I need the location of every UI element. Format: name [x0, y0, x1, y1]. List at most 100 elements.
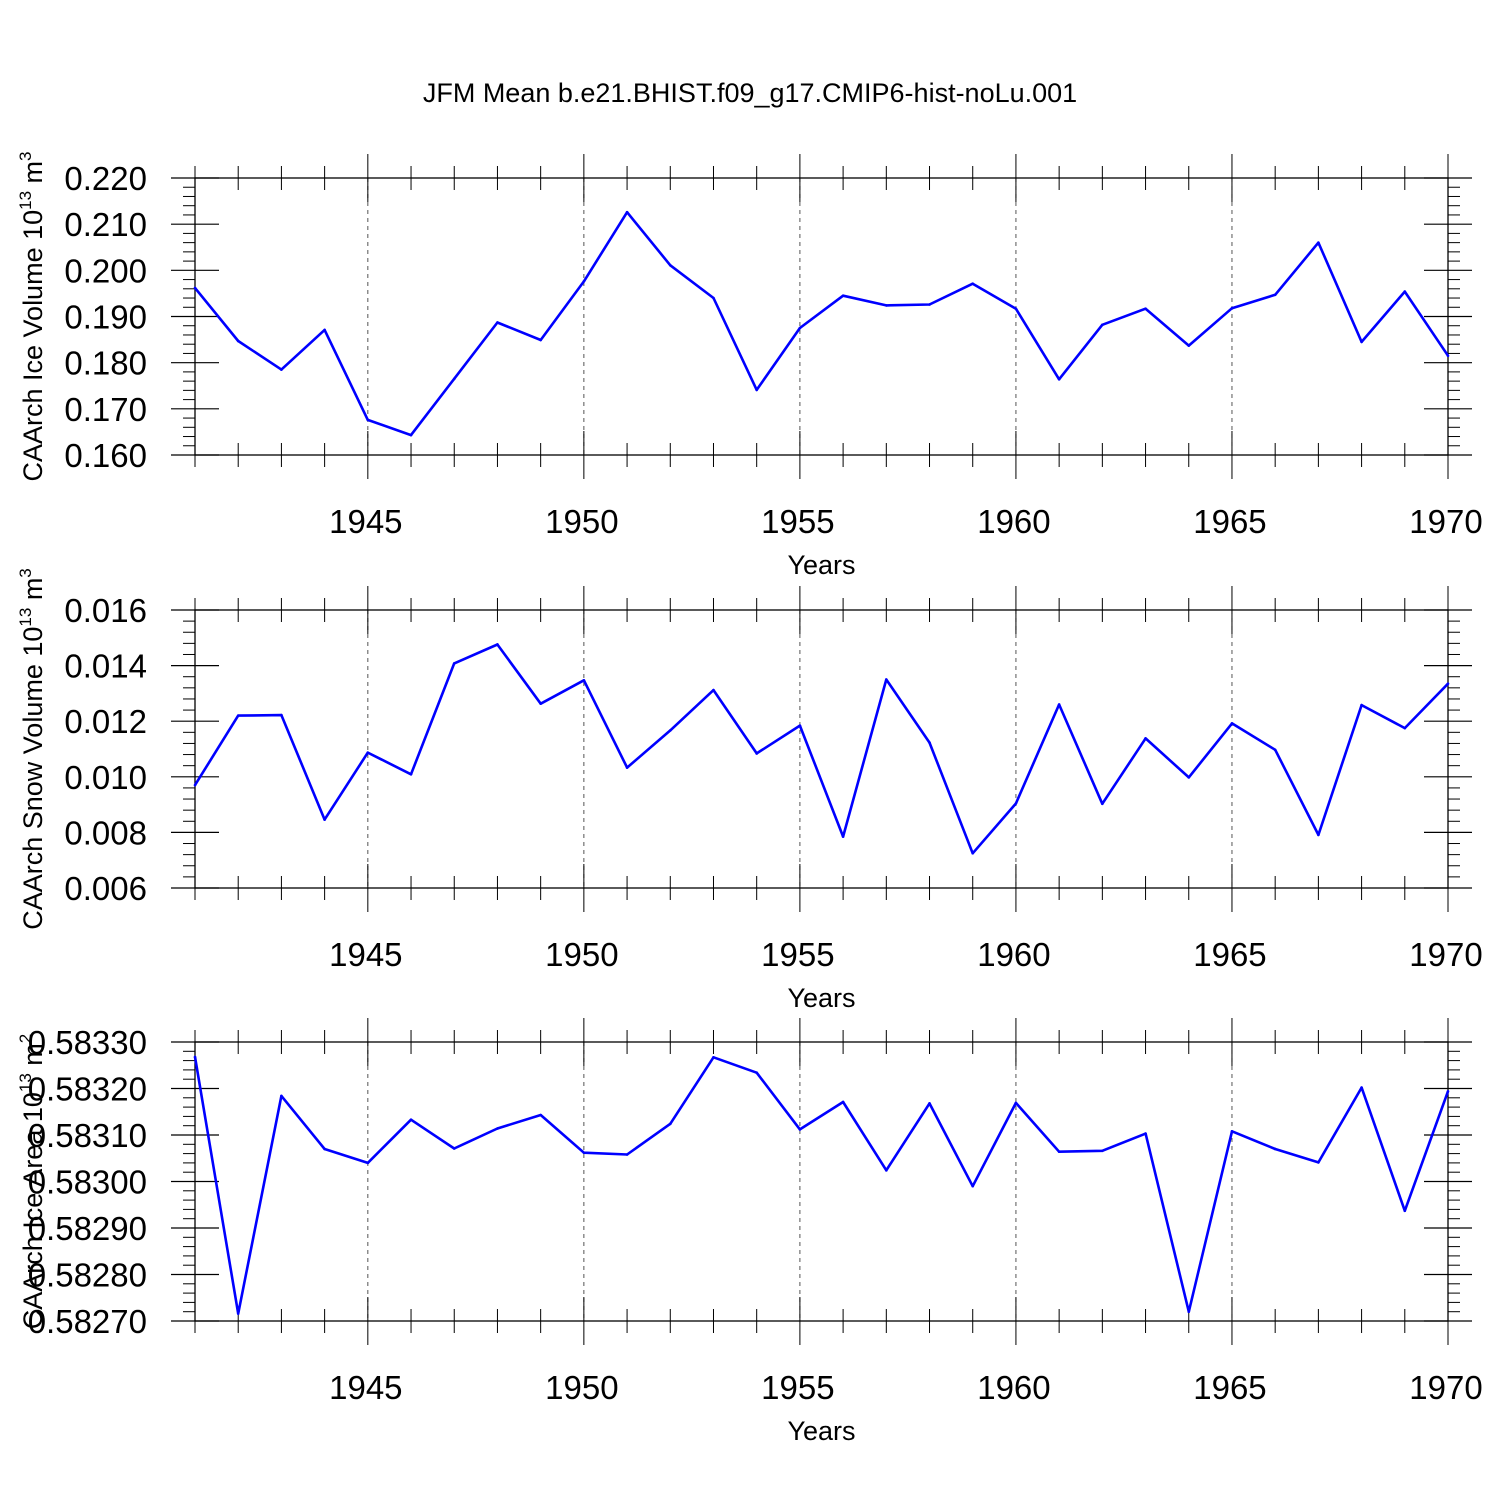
data-point: [755, 388, 758, 392]
data-point: [885, 304, 888, 307]
data-point: [193, 286, 197, 290]
y-title-unit: m: [18, 578, 48, 608]
data-point: [366, 1161, 370, 1165]
data-point: [1144, 307, 1147, 310]
x-axis-title: Years: [787, 1416, 855, 1446]
data-point: [1230, 306, 1234, 310]
data-point: [1273, 293, 1277, 297]
data-point: [798, 326, 802, 330]
data-point: [1014, 307, 1018, 310]
series-line: [193, 1056, 1450, 1315]
y-tick-label: 0.58330: [28, 1024, 147, 1061]
y-tick-label: 0.200: [64, 252, 147, 289]
y-tick-label: 0.014: [64, 648, 147, 685]
y-tick-label: 0.006: [64, 870, 147, 907]
y-tick-label: 0.58290: [28, 1210, 147, 1247]
data-point: [625, 210, 629, 214]
data-point: [1403, 1209, 1407, 1213]
y-tick-label: 0.58310: [28, 1117, 147, 1154]
data-point: [1403, 726, 1407, 730]
chart-panel-1: 0.160 0.170 0.180 0.190 0.200 0.210 0.220 1945 1…: [16, 151, 1483, 580]
y-tick-label: 0.160: [64, 437, 147, 474]
y-tick-label: 0.016: [64, 592, 147, 629]
figure-title: JFM Mean b.e21.BHIST.f09_g17.CMIP6-hist-…: [422, 78, 1078, 108]
data-point: [1144, 1132, 1147, 1135]
y-tick-label: 0.170: [64, 391, 147, 428]
x-tick-label: 1970: [1409, 503, 1482, 540]
data-point: [280, 1094, 283, 1098]
data-point: [928, 303, 931, 306]
data-point: [928, 741, 931, 744]
data-point: [1403, 290, 1407, 293]
x-axis-title: Years: [787, 550, 855, 580]
data-point: [798, 724, 802, 727]
x-tick-label: 1950: [545, 503, 618, 540]
y-title-main: CAArch Snow Volume 10: [18, 627, 48, 930]
y-tick-label: 0.190: [64, 299, 147, 336]
x-tick-label: 1955: [761, 936, 834, 973]
data-point: [1014, 802, 1018, 805]
data-point: [712, 688, 715, 692]
x-tick-label: 1960: [977, 936, 1050, 973]
chart-panel-2: 0.006 0.008 0.010 0.012 0.014 0.016 1945 1950 19…: [16, 568, 1483, 1013]
x-tick-label: 1945: [329, 503, 402, 540]
y-title-main: CAArch Ice Volume 10: [18, 210, 48, 482]
data-point: [236, 339, 240, 343]
data-point: [1101, 1149, 1104, 1153]
x-tick-label: 1950: [545, 936, 618, 973]
data-point: [668, 729, 672, 732]
data-point: [1057, 377, 1061, 381]
data-point: [1014, 1101, 1018, 1105]
plot-frame: [194, 609, 1449, 889]
data-point: [1360, 703, 1363, 707]
x-axis-title: Years: [787, 983, 855, 1013]
y-tick-label: 0.012: [64, 703, 147, 740]
data-point: [625, 1153, 629, 1156]
x-tick-label: 1945: [329, 1369, 402, 1406]
y-title-exponent: 13: [16, 1073, 35, 1092]
y-tick-label: 0.008: [64, 814, 147, 851]
data-point: [1446, 682, 1450, 685]
data-point: [193, 1055, 197, 1059]
data-point: [496, 1127, 499, 1130]
data-point: [323, 818, 326, 821]
x-tick-label: 1960: [977, 503, 1050, 540]
data-point: [1187, 1310, 1191, 1313]
data-point: [1057, 1150, 1061, 1154]
data-point: [712, 1056, 715, 1059]
data-point: [193, 783, 197, 787]
data-point: [409, 1118, 413, 1121]
x-tick-label: 1970: [1409, 936, 1482, 973]
chart-panel-3: 0.58270 0.58280 0.58290 0.58300 0.58310 0.583…: [16, 1018, 1483, 1446]
y-tick-label: 0.58280: [28, 1257, 147, 1294]
x-tick-label: 1970: [1409, 1369, 1482, 1406]
x-tick-label: 1955: [761, 503, 834, 540]
data-point: [1317, 1161, 1320, 1164]
data-point: [971, 282, 975, 286]
data-point: [1057, 703, 1061, 706]
data-point: [798, 1128, 802, 1131]
data-point: [409, 772, 413, 776]
x-tick-label: 1945: [329, 936, 402, 973]
data-point: [582, 1151, 586, 1154]
data-point: [841, 294, 845, 298]
data-point: [1446, 1089, 1450, 1093]
y-axis-title: CAArch Ice Area 1013 m2: [16, 1034, 48, 1330]
y-tick-label: 0.010: [64, 759, 147, 796]
data-point: [755, 752, 758, 755]
y-title-main: CAArch Ice Area 10: [18, 1092, 48, 1329]
data-point: [1273, 748, 1277, 752]
y-tick-label: 0.220: [64, 160, 147, 197]
data-point: [971, 851, 975, 855]
data-point: [280, 368, 283, 371]
x-tick-label: 1955: [761, 1369, 834, 1406]
x-tick-label: 1965: [1193, 936, 1266, 973]
data-point: [885, 678, 888, 681]
data-point: [1360, 340, 1363, 344]
data-point: [928, 1102, 931, 1105]
data-point: [1144, 737, 1147, 740]
data-point: [323, 328, 326, 332]
data-point: [1446, 354, 1450, 358]
series-line: [193, 643, 1449, 855]
